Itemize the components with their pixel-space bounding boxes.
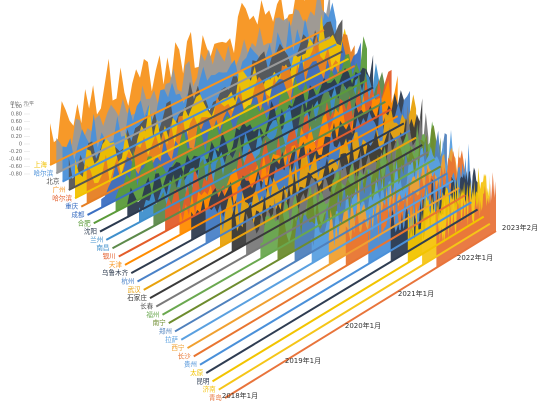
x-tick-label: 2019年1月: [285, 356, 321, 365]
series-label: 银川: [103, 252, 116, 261]
series-baseline: [224, 230, 497, 399]
x-tick-label: 2018年1月: [222, 391, 258, 400]
series-baseline: [49, 29, 325, 166]
x-tick-label: 2023年2月: [502, 223, 538, 232]
series-baseline: [118, 108, 393, 258]
series-baselines: [49, 29, 497, 399]
series-label: 哈尔滨: [52, 193, 72, 202]
y-tick-label: 0: [19, 142, 22, 148]
series-label: 南宁: [153, 318, 167, 327]
series-baseline: [130, 122, 405, 275]
series-baseline: [87, 72, 362, 216]
series-area: [86, 34, 355, 204]
series-label: 上海: [34, 160, 48, 169]
series-area: [56, 0, 331, 174]
series-baseline: [193, 194, 466, 358]
x-tick-label: 2022年1月: [457, 253, 493, 262]
series-baseline: [205, 208, 479, 374]
series-label: 福州: [146, 310, 159, 319]
series-label: 拉萨: [165, 335, 179, 344]
series-label: 合肥: [78, 218, 92, 227]
series-baseline: [211, 215, 485, 383]
series-label: 济南: [203, 385, 217, 394]
y-tick-label: 0.20: [11, 134, 22, 140]
series-label: 北京: [46, 177, 60, 186]
series-baseline: [149, 143, 423, 300]
series-baseline: [99, 86, 374, 233]
y-tick-label: -0.60: [9, 164, 22, 170]
y-tick-label: -0.40: [9, 157, 22, 163]
y-tick-label: 0.80: [11, 112, 22, 118]
series-label: 成都: [71, 210, 85, 219]
x-tick-label: 2021年1月: [398, 289, 434, 298]
y-tick-label: 0.40: [11, 127, 22, 133]
series-baseline: [168, 165, 442, 324]
series-baseline: [62, 43, 337, 183]
city-labels: 上海哈尔滨北京广州哈尔滨重庆成都合肥沈阳兰州南昌银川天津乌鲁木齐杭州武汉石家庄长…: [33, 160, 222, 402]
series-baseline: [68, 50, 343, 191]
series-label: 石家庄: [127, 293, 147, 302]
series-label: 青岛: [209, 393, 223, 402]
series-label: 沈阳: [84, 227, 97, 236]
series-label: 贵州: [184, 360, 197, 369]
series-label: 郑州: [159, 327, 172, 335]
series-label: 长沙: [178, 351, 192, 360]
y-axis: 单位：元/平 1.000.800.600.400.200-0.20-0.40-0…: [9, 100, 34, 178]
series-baseline: [174, 172, 448, 333]
series-label: 太原: [190, 368, 204, 377]
x-axis: 2018年1月 2019年1月 2020年1月 2021年1月 2022年1月 2023年…: [222, 223, 538, 400]
series-baseline: [155, 151, 429, 308]
series-label: 天津: [109, 261, 123, 269]
series-label: 哈尔滨: [33, 168, 53, 177]
series-label: 长春: [140, 301, 154, 310]
series-label: 南昌: [96, 243, 109, 252]
series-label: 广州: [53, 185, 66, 194]
series-baseline: [93, 79, 368, 225]
series-baseline: [162, 158, 436, 316]
series-baseline: [74, 57, 350, 200]
y-tick-label: 0.60: [11, 119, 22, 125]
series-area: [436, 172, 496, 268]
series-label: 武汉: [128, 285, 142, 294]
y-tick-label: -0.20: [9, 149, 22, 155]
series-baseline: [124, 115, 399, 266]
series-label: 乌鲁木齐: [102, 268, 129, 277]
series-baseline: [105, 93, 380, 241]
series-baseline: [55, 36, 331, 175]
series-baseline: [112, 100, 386, 250]
series-label: 昆明: [196, 377, 210, 385]
series-label: 杭州: [121, 277, 134, 286]
series-label: 西宁: [171, 343, 185, 352]
series-baseline: [143, 136, 417, 291]
y-tick-label: -0.80: [9, 172, 22, 178]
series-baseline: [180, 179, 454, 341]
series-label: 兰州: [90, 235, 103, 244]
unit-label: 单位：元/平: [10, 100, 35, 107]
y-tick-label: 1.00: [11, 104, 22, 110]
series-baseline: [137, 129, 411, 283]
series-baseline: [186, 187, 460, 349]
series-baseline: [199, 201, 472, 366]
series-baseline: [80, 65, 356, 208]
series-baseline: [218, 222, 491, 391]
x-tick-label: 2020年1月: [345, 321, 381, 330]
series-label: 重庆: [65, 202, 79, 211]
